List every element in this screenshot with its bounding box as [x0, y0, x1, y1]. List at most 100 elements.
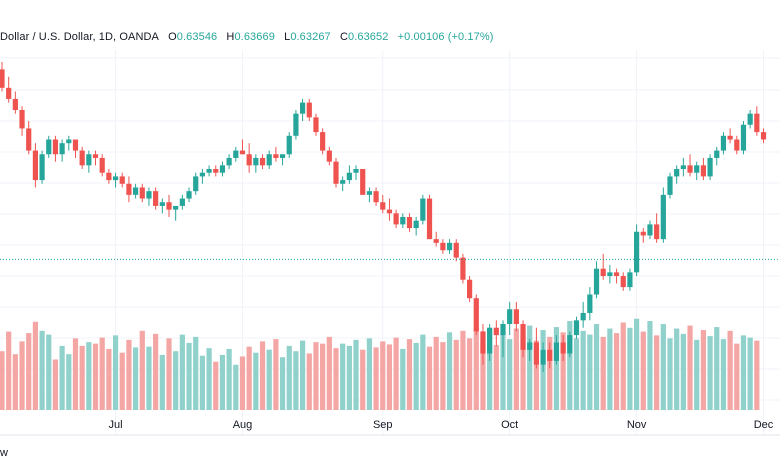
volume-bar	[59, 345, 65, 410]
candle	[306, 98, 312, 122]
candle-body	[740, 124, 747, 151]
candle-body	[734, 139, 740, 151]
candle-body	[520, 324, 526, 350]
volume-bar	[426, 346, 433, 410]
candle-body	[12, 98, 18, 110]
low-value: 0.63267	[290, 31, 331, 43]
candle	[126, 176, 132, 203]
volume-bar	[420, 334, 426, 410]
open-label: O	[168, 31, 177, 43]
candle-body	[213, 169, 219, 173]
candle-body	[300, 102, 306, 114]
candle-body	[573, 320, 580, 336]
candle	[453, 239, 459, 262]
candle	[366, 187, 372, 203]
candle-body	[413, 220, 419, 229]
volume-bar	[593, 324, 600, 410]
candle-body	[460, 257, 466, 280]
x-tick-label-oct: Oct	[501, 419, 518, 431]
candle	[86, 150, 92, 173]
high-value: 0.63669	[234, 31, 275, 43]
candle-body	[139, 187, 145, 199]
volume-bar	[320, 343, 326, 410]
volume-bar	[79, 345, 85, 410]
candle	[279, 154, 286, 166]
candle	[386, 198, 393, 221]
volume-bar	[714, 327, 720, 410]
candle-body	[627, 272, 633, 288]
candle-body	[613, 272, 620, 277]
volume-bar	[473, 327, 479, 410]
candle-body	[527, 342, 533, 350]
volume-bar	[26, 333, 32, 410]
candle-body	[560, 342, 566, 354]
candle-body	[386, 209, 393, 214]
candle	[500, 320, 506, 358]
volume-bar	[507, 339, 513, 410]
candle	[620, 272, 626, 291]
candle-body	[433, 239, 439, 243]
volume-bar	[366, 338, 372, 410]
volume-bar	[747, 337, 753, 410]
candle	[674, 165, 680, 184]
volume-bar	[580, 330, 586, 410]
candle	[573, 316, 580, 339]
candle-body	[694, 165, 700, 173]
candle-body	[707, 157, 713, 177]
candle	[92, 150, 99, 166]
volume-bar	[627, 327, 633, 410]
volume-bar	[99, 337, 105, 410]
volume-bar	[467, 338, 473, 410]
candle-body	[92, 154, 99, 158]
volume-bar	[740, 335, 747, 410]
candle	[513, 301, 519, 332]
volume-bar	[266, 349, 272, 410]
volume-bar	[406, 339, 413, 410]
candle	[560, 335, 566, 361]
candle	[593, 261, 600, 299]
candle	[640, 228, 646, 243]
candle	[567, 331, 573, 358]
candle	[480, 324, 486, 365]
volume-bar	[239, 356, 246, 410]
volume-bar	[393, 337, 399, 410]
candle	[273, 146, 279, 162]
candle	[694, 161, 700, 181]
candle-body	[253, 157, 259, 166]
volume-bar	[19, 341, 25, 410]
volume-bar	[92, 343, 99, 410]
candle-body	[246, 154, 252, 166]
candle-body	[553, 342, 560, 361]
candle-body	[179, 198, 185, 206]
candle-body	[326, 150, 332, 162]
volume-bar	[680, 333, 686, 410]
volume-bar	[553, 327, 560, 410]
volume-bar	[126, 339, 132, 410]
candle	[146, 187, 152, 206]
volume-bar	[333, 348, 339, 410]
candle	[213, 165, 219, 177]
candle	[59, 139, 65, 162]
volume-bar	[440, 342, 446, 410]
volume-bar	[674, 328, 680, 410]
candle-body	[159, 202, 165, 206]
candle	[246, 143, 252, 173]
candle	[19, 106, 25, 136]
candle-body	[400, 217, 406, 225]
candle	[720, 132, 727, 155]
candle	[440, 239, 446, 254]
volume-bar	[346, 345, 352, 410]
volume-bar	[39, 330, 45, 410]
candle-body	[366, 191, 372, 195]
candle-body	[66, 139, 72, 144]
candle-body	[106, 172, 112, 181]
volume-bar	[12, 354, 18, 410]
candle	[46, 135, 52, 158]
volume-bar	[66, 354, 72, 410]
volume-bar	[106, 348, 112, 410]
candle	[326, 146, 332, 166]
volume-bar	[547, 336, 553, 410]
candle-body	[6, 87, 12, 99]
candle-body	[440, 242, 446, 251]
